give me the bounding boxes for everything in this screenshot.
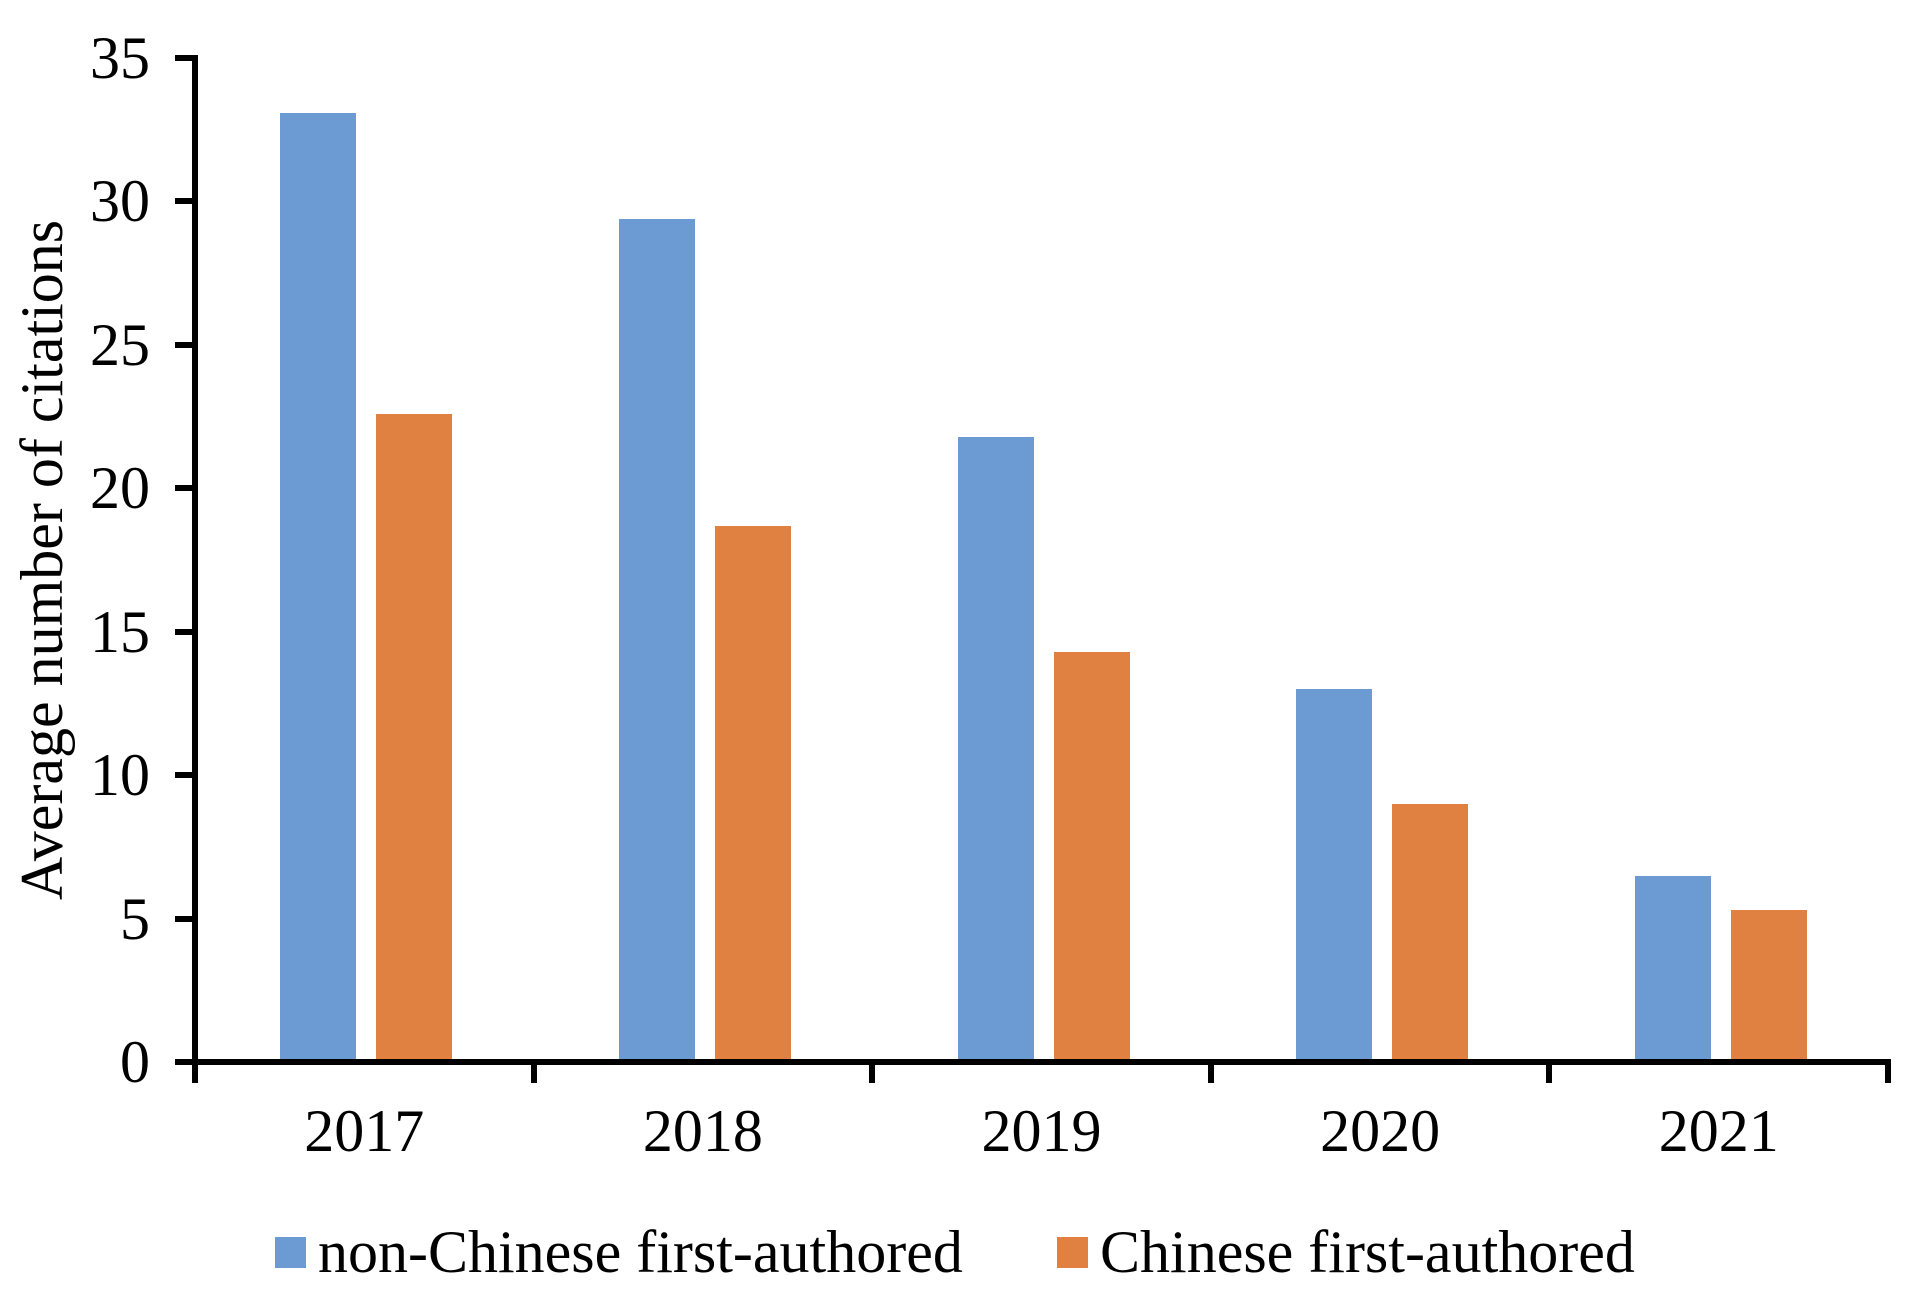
x-tick-mark bbox=[192, 1059, 198, 1083]
x-tick-mark bbox=[530, 1059, 537, 1083]
y-tick-mark bbox=[175, 628, 195, 635]
y-tick-label: 20 bbox=[90, 455, 150, 522]
x-tick-label: 2020 bbox=[1320, 1098, 1441, 1164]
bar-2020-blue bbox=[1296, 689, 1373, 1062]
legend-marker-non-chinese-icon bbox=[275, 1236, 306, 1268]
y-tick-label: 10 bbox=[90, 742, 150, 809]
bar-2020-orange bbox=[1392, 803, 1469, 1062]
y-tick-mark bbox=[175, 341, 195, 348]
bar-2018-blue bbox=[618, 218, 695, 1062]
x-tick-mark bbox=[1546, 1059, 1553, 1083]
y-tick-label: 15 bbox=[90, 598, 150, 665]
bar-2019-blue bbox=[957, 436, 1034, 1062]
y-tick-label: 0 bbox=[120, 1029, 150, 1095]
y-tick-mark bbox=[175, 915, 195, 922]
y-tick-mark bbox=[175, 55, 195, 61]
y-tick-label: 30 bbox=[90, 168, 150, 235]
legend-item-chinese: Chinese first-authored bbox=[1057, 1220, 1635, 1284]
legend-marker-chinese-icon bbox=[1057, 1236, 1088, 1268]
y-tick-label: 5 bbox=[120, 885, 150, 952]
bar-2019-orange bbox=[1053, 651, 1130, 1062]
x-tick-label: 2017 bbox=[304, 1098, 425, 1164]
y-tick-mark bbox=[175, 198, 195, 205]
x-axis-line bbox=[192, 1059, 1891, 1065]
y-axis-line bbox=[192, 55, 198, 1068]
y-tick-mark bbox=[175, 485, 195, 492]
x-tick-mark bbox=[1207, 1059, 1214, 1083]
x-tick-label: 2021 bbox=[1658, 1098, 1779, 1164]
bar-2021-orange bbox=[1730, 909, 1807, 1062]
bar-2017-blue bbox=[280, 112, 357, 1062]
y-tick-mark bbox=[175, 1059, 195, 1065]
x-tick-label: 2019 bbox=[981, 1098, 1102, 1164]
legend-label-chinese: Chinese first-authored bbox=[1100, 1219, 1635, 1285]
x-tick-label: 2018 bbox=[642, 1098, 763, 1164]
legend-item-non-chinese: non-Chinese first-authored bbox=[275, 1220, 963, 1284]
bar-2021-blue bbox=[1634, 875, 1711, 1062]
y-tick-label: 35 bbox=[90, 25, 150, 91]
x-tick-mark bbox=[869, 1059, 876, 1083]
bar-2017-orange bbox=[376, 413, 453, 1062]
bar-2018-orange bbox=[714, 525, 791, 1062]
y-tick-mark bbox=[175, 772, 195, 779]
legend-label-non-chinese: non-Chinese first-authored bbox=[318, 1219, 963, 1285]
x-tick-mark bbox=[1885, 1059, 1891, 1083]
y-tick-label: 25 bbox=[90, 311, 150, 378]
